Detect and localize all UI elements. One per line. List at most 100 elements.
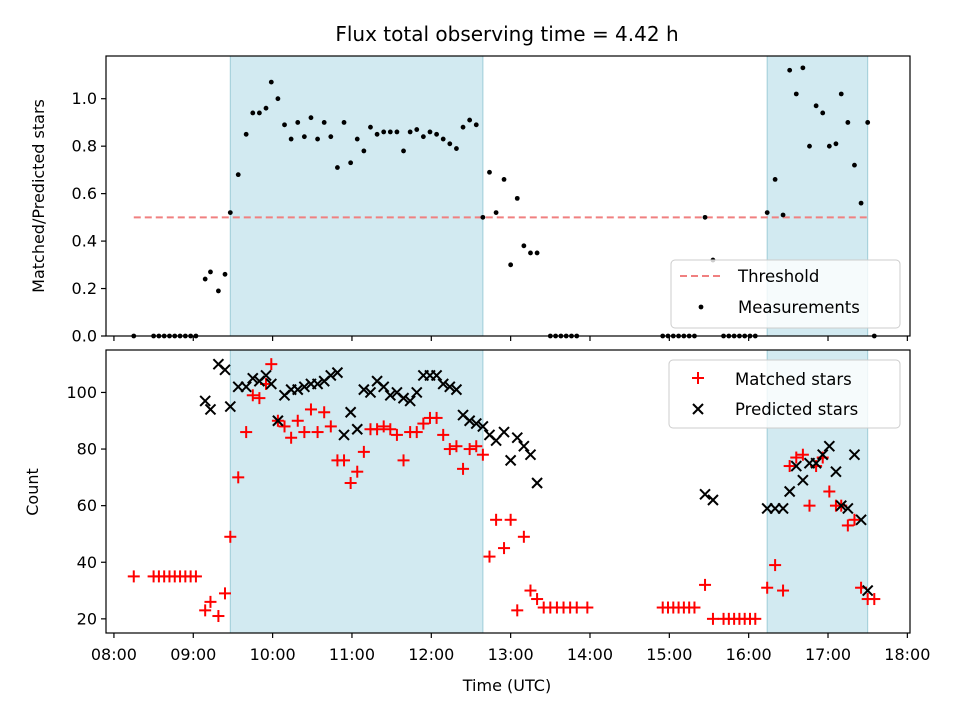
matched-point-61 <box>531 593 544 606</box>
bottom-ytick-label-3: 60 <box>77 496 97 515</box>
measurement-point-33 <box>348 160 354 166</box>
bottom-legend-matched-label: Matched stars <box>735 370 852 389</box>
measurement-point-25 <box>295 120 301 125</box>
bottom-legend-predicted-label: Predicted stars <box>735 400 858 419</box>
measurement-point-49 <box>454 146 459 151</box>
matched-point-39 <box>384 423 397 436</box>
matched-point-30 <box>324 420 337 433</box>
bottom-ytick-label-5: 100 <box>66 383 97 402</box>
measurement-point-16 <box>235 172 241 178</box>
predicted-point-16 <box>298 381 311 393</box>
matched-point-58 <box>511 604 524 617</box>
matched-point-47 <box>437 428 450 441</box>
measurement-point-85 <box>772 176 778 182</box>
matched-point-53 <box>476 448 489 461</box>
predicted-point-51 <box>531 477 543 489</box>
bottom-xtick-label-8: 15:00 <box>646 645 692 664</box>
matched-point-38 <box>377 420 390 433</box>
predicted-point-62 <box>817 449 829 461</box>
measurement-point-86 <box>780 212 786 218</box>
measurement-point-57 <box>508 262 514 268</box>
predicted-point-29 <box>384 389 397 401</box>
matched-point-21 <box>265 358 278 371</box>
matched-point-46 <box>430 411 443 424</box>
bottom-x-ticks: 08:00 09:00 10:00 11:00 12:00 13:00 14:00 15:00… <box>91 633 930 664</box>
matched-point-14 <box>219 587 232 600</box>
top-ytick-label-1: 0.0 <box>72 327 97 346</box>
predicted-point-21 <box>331 366 344 379</box>
measurement-point-21 <box>268 79 274 85</box>
matched-point-55 <box>490 513 503 526</box>
predicted-point-18 <box>311 378 324 390</box>
matched-point-19 <box>253 392 266 405</box>
measurement-point-45 <box>427 129 433 135</box>
measurement-point-51 <box>467 117 473 123</box>
predicted-point-49 <box>518 440 530 452</box>
predicted-point-42 <box>470 417 482 430</box>
measurement-point-61 <box>534 250 540 256</box>
matched-point-18 <box>246 389 259 402</box>
predicted-point-69 <box>861 584 874 597</box>
predicted-point-50 <box>524 449 537 461</box>
measurement-point-93 <box>826 143 832 149</box>
predicted-point-59 <box>797 474 809 486</box>
measurement-point-23 <box>282 122 287 128</box>
predicted-point-41 <box>463 415 476 427</box>
predicted-point-10 <box>260 369 272 382</box>
matched-point-60 <box>524 584 537 597</box>
measurement-point-97 <box>852 162 857 168</box>
top-title: Flux total observing time = 4.42 h <box>335 22 678 46</box>
predicted-point-64 <box>830 465 842 478</box>
measurement-point-95 <box>838 91 844 97</box>
measurement-point-94 <box>833 141 839 147</box>
measurement-point-20 <box>263 105 269 111</box>
measurement-point-60 <box>528 250 533 256</box>
top-y-ticks: 0.0 0.2 0.4 0.6 0.8 1.0 <box>72 89 106 346</box>
matched-point-10 <box>189 570 202 583</box>
measurement-point-39 <box>387 129 393 135</box>
predicted-point-66 <box>842 502 854 515</box>
measurement-point-92 <box>820 110 826 116</box>
matched-point-27 <box>304 403 317 416</box>
matched-point-34 <box>351 465 364 478</box>
measurement-point-98 <box>858 200 864 206</box>
matched-point-87 <box>777 584 790 597</box>
matched-point-32 <box>338 454 351 467</box>
bottom-panel: 20 40 60 80 100 08:00 09:00 10:00 11:00 12:00 13:… <box>23 349 930 695</box>
shaded-interval-1 <box>229 349 484 634</box>
measurement-point-17 <box>243 131 249 137</box>
top-axes-frame <box>105 55 911 337</box>
matched-point-89 <box>790 451 803 464</box>
predicted-point-48 <box>511 432 523 444</box>
top-legend-threshold-label: Threshold <box>737 267 819 286</box>
measurement-point-40 <box>394 129 400 135</box>
predicted-point-65 <box>835 499 847 512</box>
predicted-point-2 <box>204 403 217 416</box>
predicted-point-47 <box>504 454 517 467</box>
matched-point-49 <box>450 440 463 453</box>
measurement-point-42 <box>407 129 413 135</box>
measurement-point-88 <box>793 91 799 97</box>
bottom-xtick-label-7: 14:00 <box>567 645 613 664</box>
predicted-point-11 <box>265 378 278 390</box>
measurement-point-89 <box>800 65 806 71</box>
bottom-xtick-label-5: 12:00 <box>408 645 454 664</box>
matched-point-12 <box>204 595 217 608</box>
matched-point-24 <box>285 431 298 444</box>
predicted-point-5 <box>224 400 237 413</box>
matched-point-88 <box>783 460 796 473</box>
measurement-point-19 <box>256 110 262 116</box>
predicted-point-61 <box>810 457 822 469</box>
bottom-y-axis-label: Count <box>23 468 42 516</box>
predicted-point-26 <box>364 386 377 399</box>
predicted-point-56 <box>777 502 789 515</box>
predicted-point-33 <box>411 386 423 399</box>
measurement-point-31 <box>335 165 340 170</box>
measurement-point-35 <box>361 148 367 154</box>
predicted-point-36 <box>430 369 443 382</box>
measurement-point-47 <box>440 136 446 142</box>
predicted-point-52 <box>699 488 711 501</box>
measurement-point-12 <box>208 269 213 275</box>
measurement-point-44 <box>420 134 426 140</box>
measurement-point-24 <box>288 136 294 142</box>
